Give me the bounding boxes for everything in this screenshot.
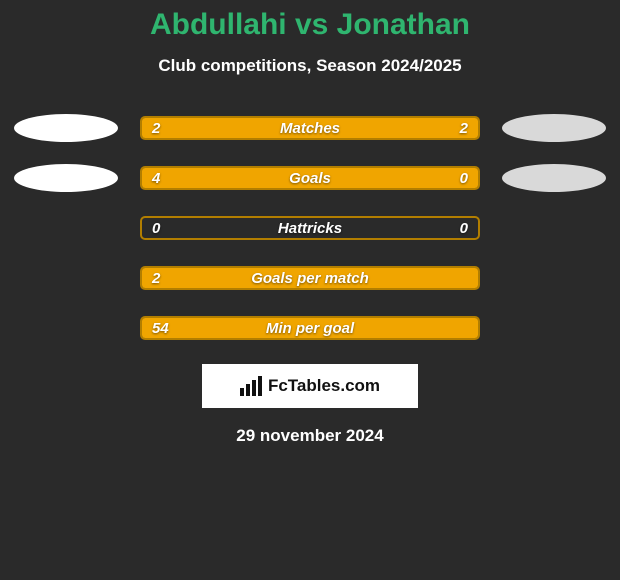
stat-label: Min per goal [142,318,478,338]
stat-bar: 2Goals per match [140,266,480,290]
stat-rows-container: 22Matches 40Goals 00Hattricks 2Goals per ma… [0,114,620,342]
stat-bar: 22Matches [140,116,480,140]
player-right-oval [502,164,606,192]
stat-row: 00Hattricks [0,214,620,242]
stat-bar: 40Goals [140,166,480,190]
chart-bars-icon [240,376,264,396]
stat-row: 40Goals [0,164,620,192]
stat-label: Matches [142,118,478,138]
stat-bar: 00Hattricks [140,216,480,240]
stat-row: 22Matches [0,114,620,142]
stat-bar: 54Min per goal [140,316,480,340]
stat-label: Hattricks [142,218,478,238]
stat-row: 54Min per goal [0,314,620,342]
brand-badge: FcTables.com [202,364,418,408]
stat-label: Goals [142,168,478,188]
brand-text: FcTables.com [268,376,380,396]
page-title: Abdullahi vs Jonathan [0,8,620,42]
stat-row: 2Goals per match [0,264,620,292]
player-left-oval [14,114,118,142]
player-right-oval [502,114,606,142]
player-left-oval [14,164,118,192]
stat-label: Goals per match [142,268,478,288]
date-line: 29 november 2024 [0,426,620,446]
comparison-infographic: Abdullahi vs Jonathan Club competitions,… [0,0,620,446]
subtitle: Club competitions, Season 2024/2025 [0,56,620,76]
